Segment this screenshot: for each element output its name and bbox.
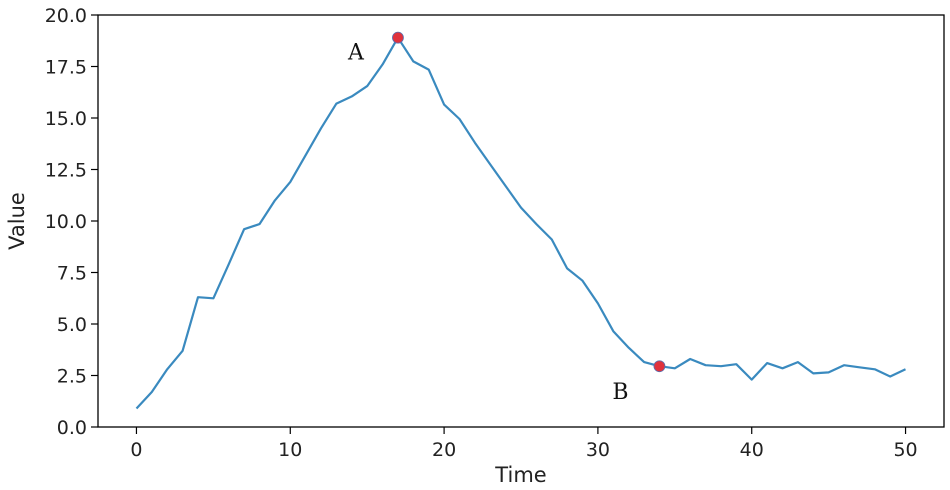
x-tick-label: 20 [432,439,456,461]
y-tick-label: 17.5 [45,57,87,79]
y-tick-label: 0.0 [57,417,87,439]
annotation-label-a: A [347,41,365,66]
x-tick-label: 0 [130,439,142,461]
y-tick-label: 7.5 [57,263,87,285]
annotation-markers [392,31,666,373]
plot-frame [97,14,945,428]
x-tick-label: 10 [278,439,302,461]
y-tick-label: 15.0 [45,108,87,130]
x-tick-label: 30 [586,439,610,461]
y-tick-label: 10.0 [45,211,87,233]
x-tick-label: 40 [740,439,764,461]
x-tick-label: 50 [893,439,917,461]
x-axis-title: Time [494,463,546,487]
y-axis-title: Value [5,192,29,250]
annotation-marker-a [392,31,404,44]
series-line [135,36,906,410]
y-tick-label: 5.0 [57,314,87,336]
y-tick-label: 2.5 [57,366,87,388]
annotation-marker-b [653,360,666,373]
annotation-labels: AB [347,41,629,406]
y-tick-label: 12.5 [45,160,87,182]
x-axis: 0 10 20 30 40 50 [130,427,918,461]
annotation-label-b: B [612,380,628,405]
y-tick-label: 20.0 [45,5,87,27]
y-axis: 0.0 2.5 5.0 7.5 10.0 12.5 15.0 17.5 20.0 [45,5,98,439]
